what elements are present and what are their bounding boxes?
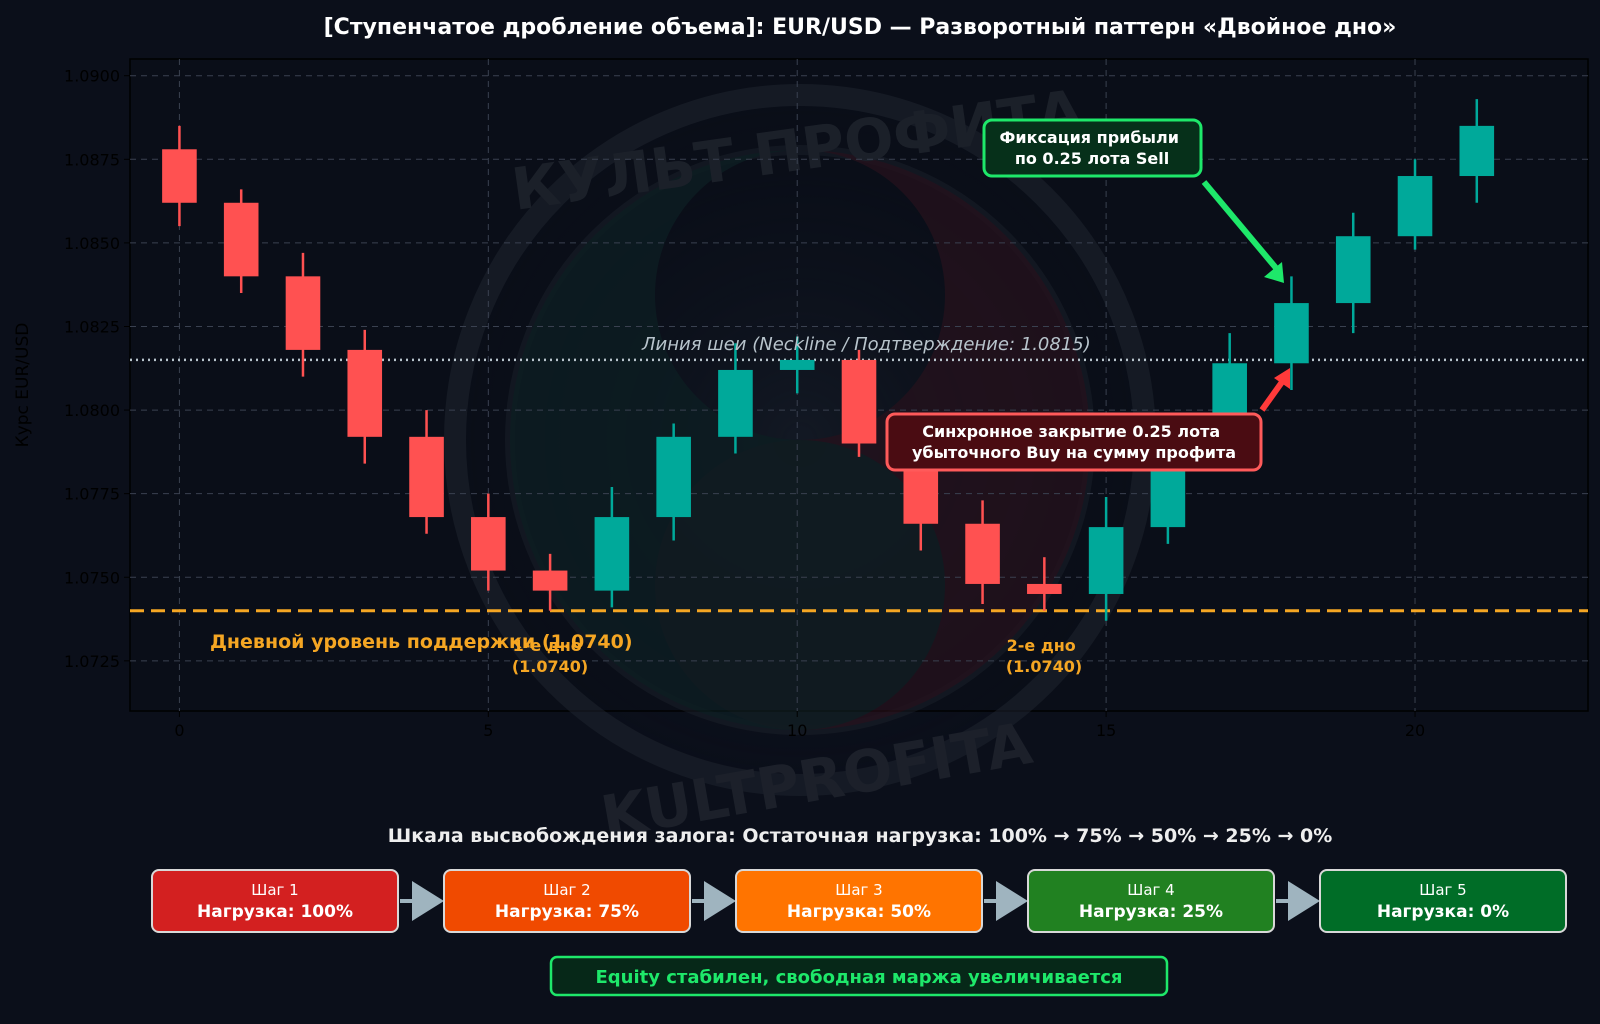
step-box	[151, 869, 399, 933]
y-tick-label: 1.0900	[64, 67, 120, 86]
step-box	[1319, 869, 1567, 933]
candle-body	[594, 517, 630, 591]
scale-step: Шаг 2 Нагрузка: 75%	[443, 869, 736, 933]
step-label: Шаг 5	[1419, 881, 1466, 899]
candles	[162, 99, 1495, 621]
candle-body	[718, 369, 753, 437]
candle	[532, 553, 568, 611]
y-tick-label: 1.0775	[64, 485, 120, 504]
y-axis-ticks: 1.0725 1.0750 1.0775 1.0800 1.0825 1.0850 1.08…	[64, 67, 130, 671]
y-tick-label: 1.0875	[64, 150, 120, 169]
scale-step: Шаг 1 Нагрузка: 100%	[151, 869, 444, 933]
candle-body	[1459, 125, 1495, 177]
candle	[162, 125, 197, 227]
candle-body	[223, 202, 259, 277]
candle-body	[532, 570, 568, 591]
x-tick-label: 0	[174, 721, 184, 740]
candle	[1397, 159, 1433, 250]
sync-close-callout: Синхронное закрытие 0.25 лота убыточного…	[885, 368, 1290, 472]
candle-body	[656, 436, 691, 518]
x-tick-label: 20	[1405, 721, 1425, 740]
x-axis-ticks: 0 5 10 15 20	[174, 711, 1425, 740]
x-tick-label: 15	[1096, 721, 1116, 740]
candle-body	[285, 276, 321, 350]
candle	[1088, 497, 1124, 621]
candle-body	[1088, 527, 1124, 594]
y-tick-label: 1.0750	[64, 568, 120, 587]
candle	[1335, 212, 1371, 334]
candle	[471, 493, 506, 591]
candle	[285, 252, 321, 377]
x-tick-label: 10	[787, 721, 807, 740]
candle-body	[779, 359, 815, 370]
candle-body	[1335, 236, 1371, 304]
candle	[1274, 276, 1309, 391]
candle-body	[471, 517, 506, 571]
step-label: Шаг 2	[543, 881, 590, 899]
step-load: Нагрузка: 75%	[495, 902, 639, 922]
step-box	[443, 869, 691, 933]
step-load: Нагрузка: 50%	[787, 902, 931, 922]
scale-step: Шаг 4 Нагрузка: 25%	[1027, 869, 1320, 933]
candle-body	[409, 436, 444, 518]
candle	[223, 189, 259, 294]
scale-step: Шаг 3 Нагрузка: 50%	[735, 869, 1028, 933]
candle	[594, 486, 630, 608]
take-profit-callout: Фиксация прибыли по 0.25 лота Sell	[982, 118, 1284, 283]
support-label: Дневной уровень поддержки (1.0740)	[210, 631, 633, 653]
levels	[130, 358, 1588, 613]
candle	[965, 500, 1000, 605]
candle-body	[162, 149, 197, 203]
candle-body	[347, 349, 383, 437]
step-label: Шаг 4	[1127, 881, 1174, 899]
candle-body	[1027, 583, 1062, 594]
y-tick-label: 1.0825	[64, 317, 120, 336]
bottom2-label: 2-е дно (1.0740)	[1006, 636, 1082, 676]
step-box	[1027, 869, 1275, 933]
candle	[718, 343, 753, 454]
bottom1-label: 1-е дно (1.0740)	[512, 636, 588, 676]
equity-footer: Equity стабилен, свободная маржа увеличи…	[549, 955, 1169, 997]
candle	[841, 349, 877, 457]
step-label: Шаг 1	[251, 881, 298, 899]
svg-text:Синхронное закрытие 0.25 лота: Синхронное закрытие 0.25 лота убыточного…	[912, 422, 1236, 462]
candle	[1459, 99, 1495, 203]
step-box	[735, 869, 983, 933]
chart-title: [Ступенчатое дробление объема]: EUR/USD …	[324, 15, 1397, 40]
x-tick-label: 5	[483, 721, 493, 740]
y-axis-label: Курс EUR/USD	[13, 323, 33, 448]
candle-body	[841, 359, 877, 444]
candle	[779, 336, 815, 394]
step-load: Нагрузка: 25%	[1079, 902, 1223, 922]
candle-body	[1274, 303, 1309, 364]
y-tick-label: 1.0725	[64, 652, 120, 671]
candle	[347, 329, 383, 464]
candle-body	[1397, 176, 1433, 237]
step-load: Нагрузка: 0%	[1377, 902, 1509, 922]
scale-step: Шаг 5 Нагрузка: 0%	[1319, 869, 1567, 933]
y-tick-label: 1.0850	[64, 234, 120, 253]
scale-title: Шкала высвобождения залога: Остаточная н…	[388, 825, 1333, 847]
neckline-label: Линия шеи (Neckline / Подтверждение: 1.0…	[641, 334, 1091, 355]
y-tick-label: 1.0800	[64, 401, 120, 420]
candle	[656, 423, 691, 541]
equity-footer-text: Equity стабилен, свободная маржа увеличи…	[595, 967, 1122, 988]
candle	[409, 410, 444, 534]
svg-text:Фиксация прибыли по 0.25: Фиксация прибыли по 0.25 лота Sell	[1000, 128, 1185, 168]
step-load: Нагрузка: 100%	[197, 902, 353, 922]
candle	[1027, 557, 1062, 611]
step-label: Шаг 3	[835, 881, 882, 899]
candle-body	[965, 523, 1000, 584]
